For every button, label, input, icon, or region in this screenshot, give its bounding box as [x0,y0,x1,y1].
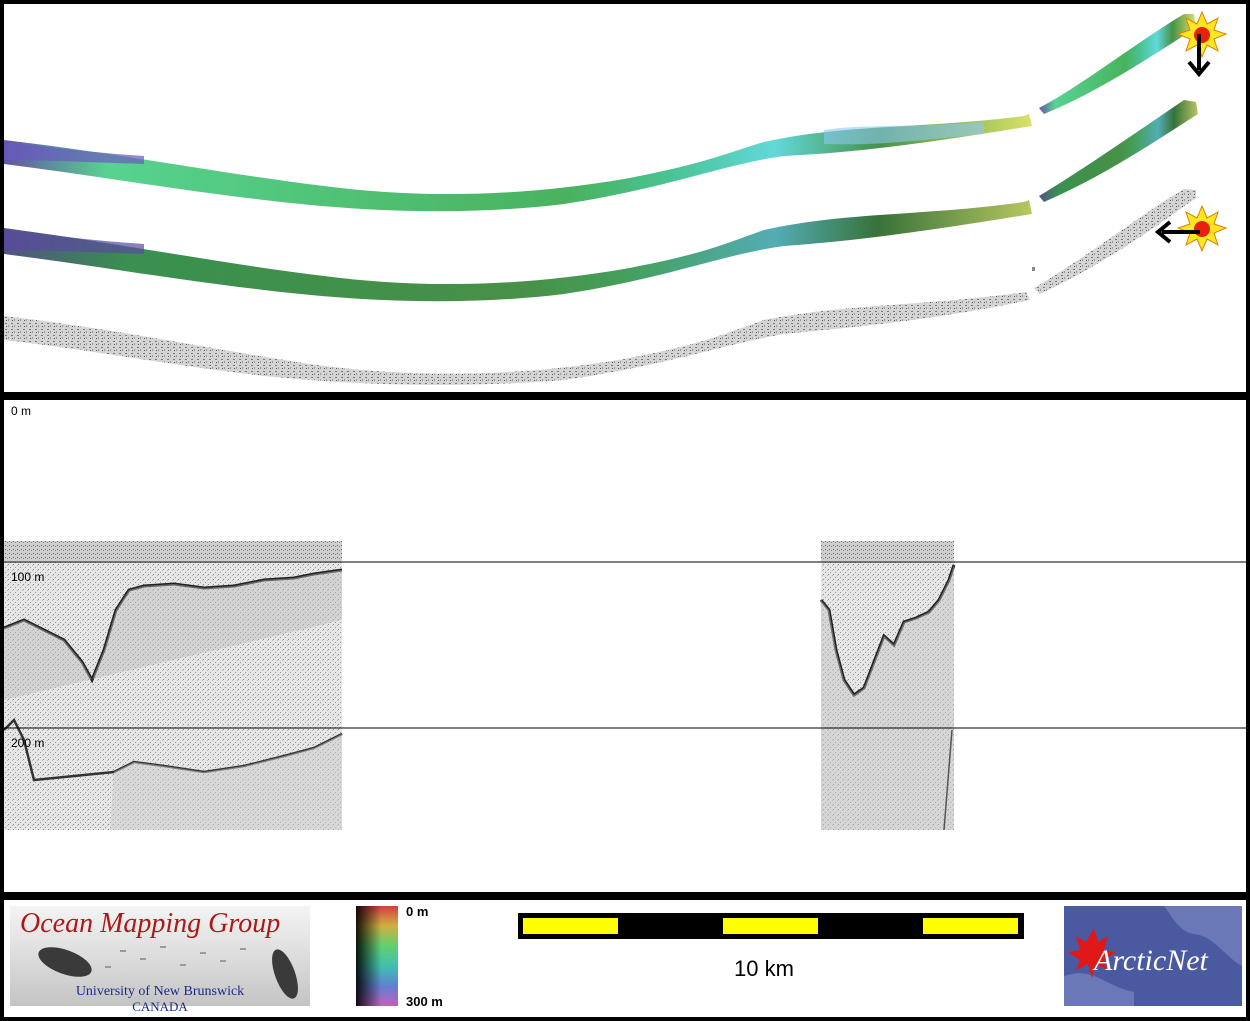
depth-label-0: 0 m [11,404,32,418]
scale-bar [518,913,1024,939]
legend-panel: Ocean Mapping Group University of New Br… [4,900,1246,1017]
depth-colorbar [356,906,398,1006]
scale-label: 10 km [734,956,794,981]
depth-label-200: 200 m [11,736,45,750]
swath-map [4,10,1228,385]
logo-country: CANADA [132,999,188,1014]
colorbar-bottom-label: 300 m [406,994,443,1009]
backscatter-swath [4,189,1196,385]
bathymetry-swath-shaded [4,100,1198,302]
arcticnet-logo: ArcticNet [1064,906,1242,1006]
arrow-down-icon [1187,34,1211,78]
depth-label-100: 100 m [11,570,45,584]
sun-icon-bottom [1176,204,1228,253]
echogram-left [4,541,343,830]
arcticnet-artwork [1064,906,1242,1006]
logo-artwork [38,946,298,999]
ocean-mapping-group-logo: Ocean Mapping Group University of New Br… [10,906,310,1014]
subbottom-profile-panel: 0 m 100 m 200 m [4,400,1246,892]
bathymetry-swath-colored [4,14,1196,212]
colorbar-top-label: 0 m [406,904,429,919]
logo-university: University of New Brunswick [75,984,245,999]
arrow-left-icon [1154,220,1200,244]
map-panel [4,4,1246,392]
profile-graphic [4,541,1246,831]
echogram-right [819,541,956,831]
logo-title: Ocean Mapping Group [20,908,281,939]
partner-logo-text: ArcticNet [1094,944,1208,977]
